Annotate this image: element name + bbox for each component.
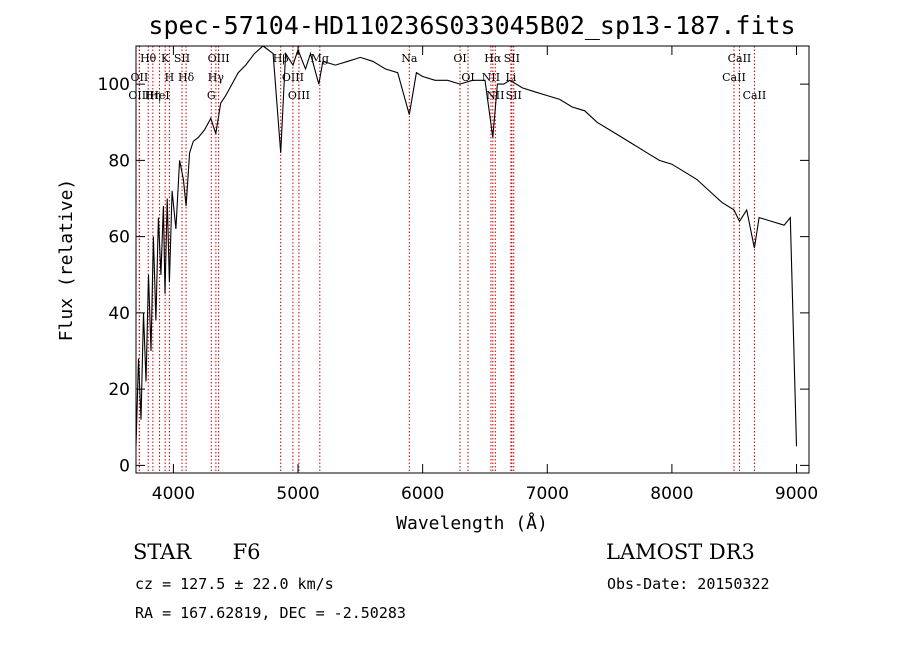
x-tick-label: 7000 xyxy=(526,484,569,504)
line-label: Hα xyxy=(484,52,502,65)
y-tick-label: 20 xyxy=(108,380,130,400)
y-tick-label: 40 xyxy=(108,304,130,324)
line-label: Hθ xyxy=(140,52,157,65)
line-label: OIII xyxy=(282,71,304,84)
line-label: OIII xyxy=(208,52,230,65)
plot-frame xyxy=(135,45,810,474)
class-label: STAR xyxy=(133,540,192,564)
y-tick-label: 80 xyxy=(108,151,130,171)
line-label: OII xyxy=(131,71,149,84)
line-label: SII xyxy=(506,89,522,102)
x-axis-label: Wavelength (Å) xyxy=(396,512,548,534)
line-label: HeI xyxy=(149,89,169,102)
line-label: NII xyxy=(486,89,504,102)
line-label: Hγ xyxy=(208,71,225,84)
coordinates-label: RA = 167.62819, DEC = -2.50283 xyxy=(135,604,406,622)
x-tick-label: 5000 xyxy=(276,484,319,504)
line-label: Li xyxy=(505,71,516,84)
x-tick-label: 4000 xyxy=(152,484,195,504)
chart-title: spec-57104-HD110236S033045B02_sp13-187.f… xyxy=(148,11,795,40)
line-label: H xyxy=(165,71,175,84)
line-label: G xyxy=(207,89,216,102)
line-label: CaII xyxy=(743,89,767,102)
line-label: OIII xyxy=(128,89,150,102)
line-label: K xyxy=(161,52,170,65)
line-label: SII xyxy=(504,52,520,65)
line-label: OI xyxy=(453,52,466,65)
line-label: CaII xyxy=(728,52,752,65)
subclass-label: F6 xyxy=(232,540,261,564)
line-label: SII xyxy=(174,52,190,65)
spectral-class: STAR F6 xyxy=(133,540,261,564)
redshift-label: cz = 127.5 ± 22.0 km/s xyxy=(135,575,334,593)
y-tick-label: 0 xyxy=(119,456,130,476)
line-label: OIII xyxy=(288,89,310,102)
x-tick-label: 8000 xyxy=(650,484,693,504)
spectrum-line xyxy=(135,45,798,447)
y-tick-label: 60 xyxy=(108,228,130,248)
line-label: Hη xyxy=(145,89,161,102)
survey-label: LAMOST DR3 xyxy=(606,540,755,564)
y-axis-label: Flux (relative) xyxy=(56,179,77,342)
x-tick-label: 9000 xyxy=(775,484,818,504)
x-tick-label: 6000 xyxy=(401,484,444,504)
y-tick-label: 100 xyxy=(98,75,130,95)
obs-date-label: Obs-Date: 20150322 xyxy=(607,575,770,593)
line-label: Hδ xyxy=(178,71,195,84)
line-label: NII xyxy=(482,71,500,84)
line-label: Na xyxy=(401,52,418,65)
line-label: CaII xyxy=(722,71,746,84)
